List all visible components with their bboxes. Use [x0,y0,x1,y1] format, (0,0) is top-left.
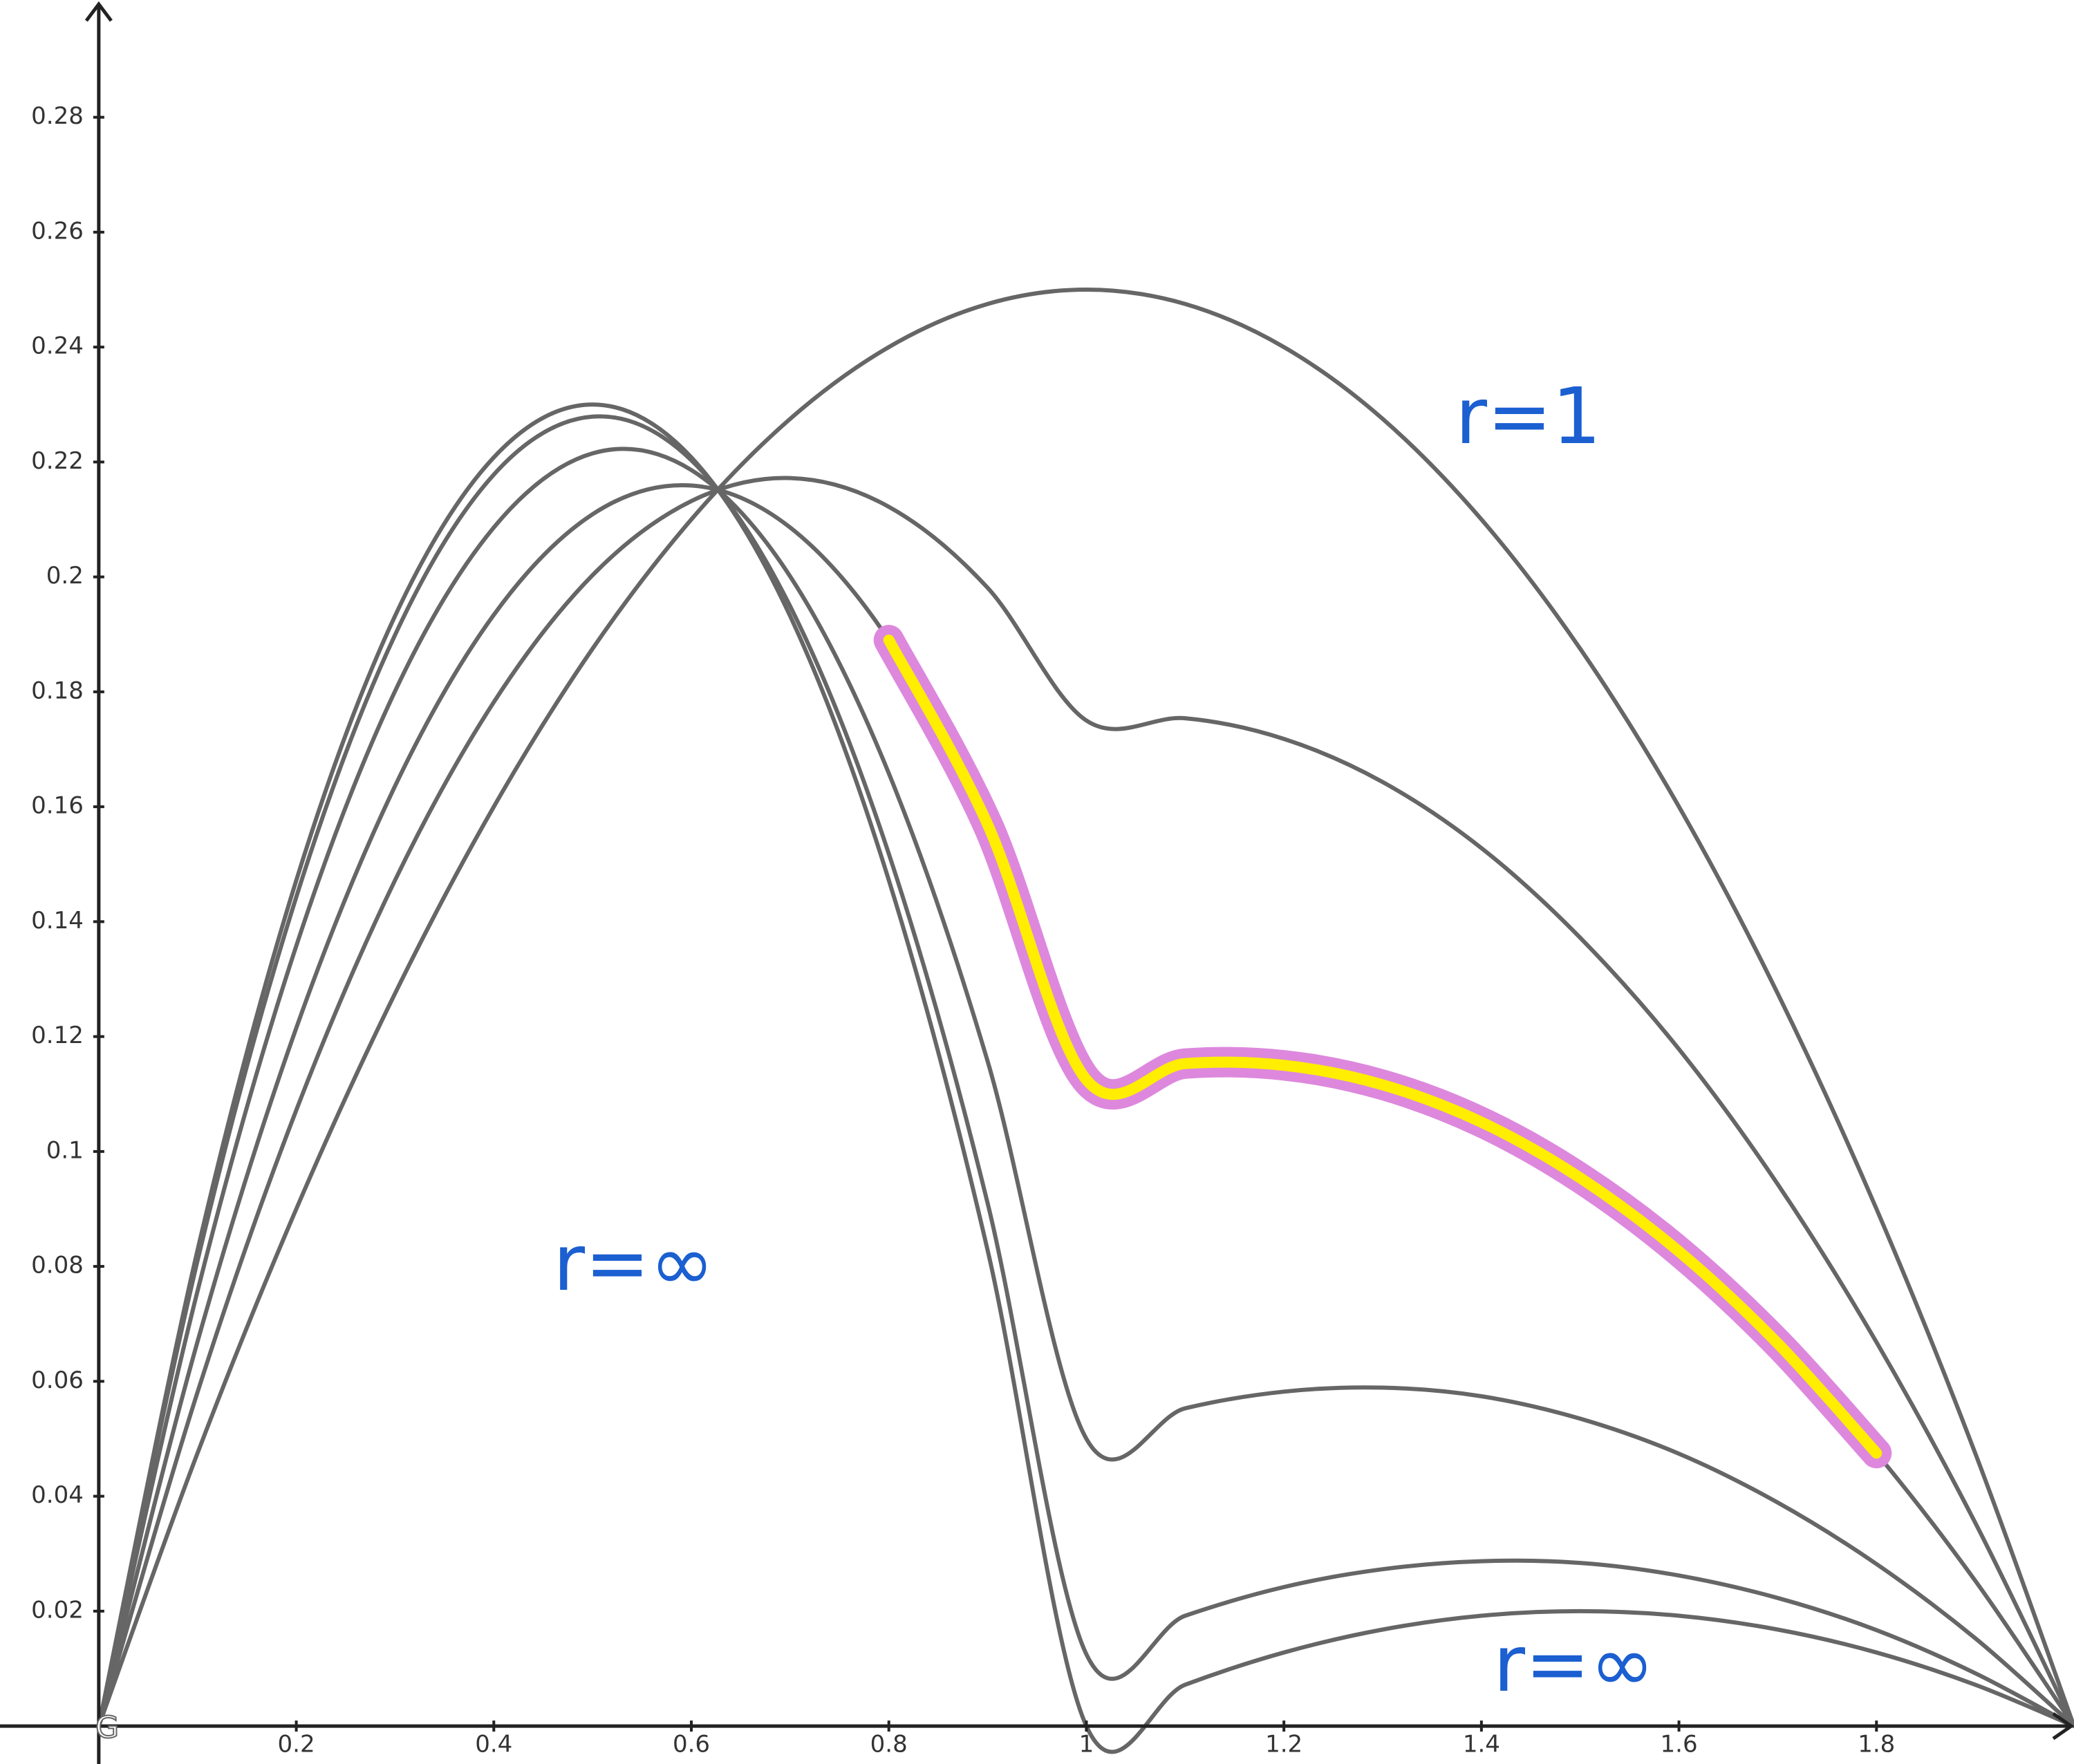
y-tick-label: 0.26 [31,217,84,245]
y-tick-label: 0.2 [46,562,84,590]
y-tick-label: 0.16 [31,792,84,820]
y-tick-label: 0.08 [31,1252,84,1279]
curve [96,476,2074,1729]
highlight-curve [873,625,1892,1469]
x-tick-label: 1.2 [1265,1731,1302,1758]
x-tick-label: 0.8 [870,1731,908,1758]
x-tick-label: 0.2 [278,1731,315,1758]
annotation: r=∞ [1493,1620,1654,1709]
curve [96,402,2074,1754]
y-tick-label: 0.14 [31,907,84,935]
y-tick-label: 0.06 [31,1367,84,1394]
curve [96,482,2074,1729]
y-tick-label: 0.04 [31,1481,84,1509]
curves [96,288,2074,1754]
x-tick-label: 1.8 [1858,1731,1895,1758]
highlight-core [883,635,1883,1459]
x-tick-label: 1 [1079,1731,1094,1758]
origin-label: G [95,1710,119,1745]
y-tick-label: 0.28 [31,102,84,130]
x-tick-label: 1.6 [1661,1731,1698,1758]
x-tick-label: 1.4 [1463,1731,1500,1758]
y-tick-label: 0.1 [46,1136,84,1164]
annotation: r=∞ [553,1219,714,1308]
y-tick-label: 0.12 [31,1022,84,1049]
y-tick-label: 0.18 [31,677,84,704]
curve [96,447,2074,1729]
y-tick-label: 0.22 [31,447,84,475]
x-arrow [2052,1712,2074,1740]
curve [96,288,2074,1729]
y-tick-label: 0.24 [31,332,84,360]
x-tick-label: 0.6 [673,1731,710,1758]
y-tick-label: 0.02 [31,1596,84,1624]
curve [96,414,2074,1729]
annotation: r=1 [1455,372,1601,462]
x-tick-label: 0.4 [475,1731,512,1758]
y-arrow [84,1,113,22]
